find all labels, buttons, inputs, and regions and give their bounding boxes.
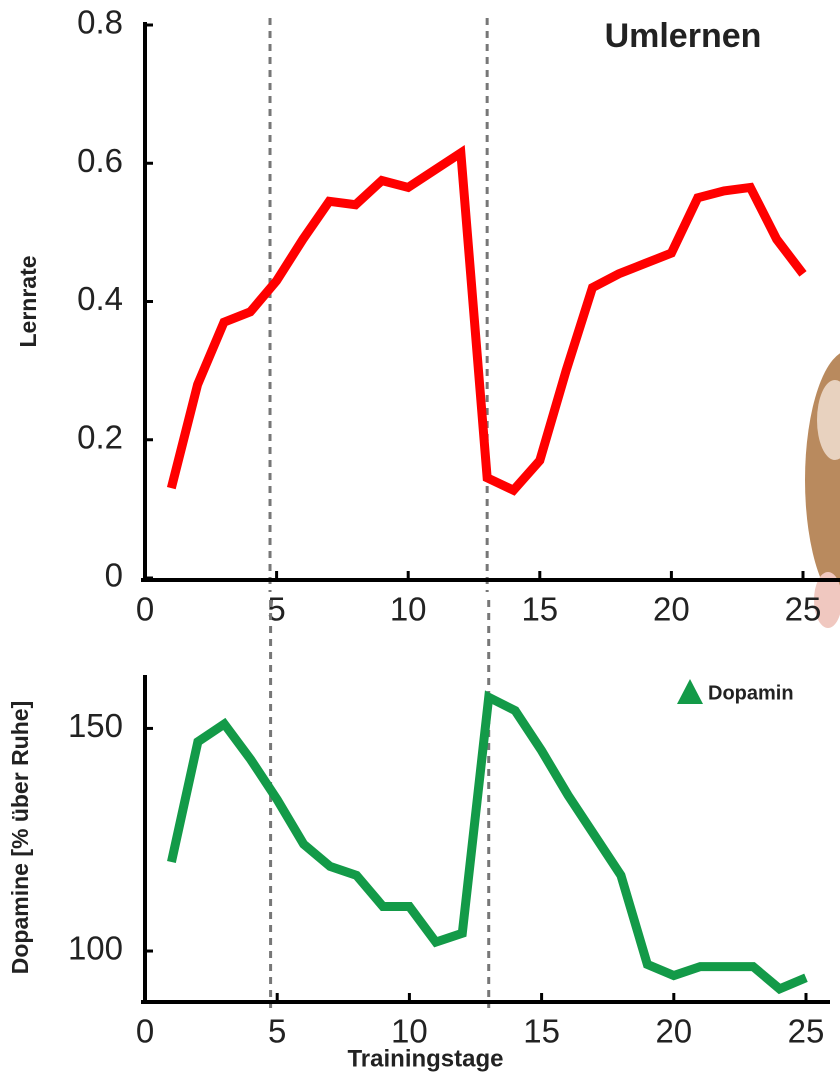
y-tick-label: 0.2 (77, 418, 123, 455)
x-tick-label: 25 (785, 591, 822, 628)
data-line (167, 690, 808, 995)
y-tick-label: 150 (68, 707, 123, 744)
x-tick-label: 5 (268, 1013, 286, 1050)
y-tick-label: 0.8 (77, 4, 123, 41)
legend-label: Dopamin (708, 682, 794, 704)
y-tick-label: 0 (105, 557, 123, 594)
chart-title: Umlernen (605, 17, 762, 55)
rat-photo (805, 353, 840, 628)
y-axis-label: Dopamine [% über Ruhe] (7, 701, 33, 974)
x-tick-label: 25 (788, 1013, 825, 1050)
x-tick-label: 15 (523, 1013, 560, 1050)
data-line (166, 144, 807, 496)
x-tick-label: 0 (136, 591, 154, 628)
x-tick-label: 15 (521, 591, 558, 628)
x-tick-label: 5 (267, 591, 285, 628)
x-tick-label: 20 (655, 1013, 692, 1050)
x-tick-label: 0 (136, 1013, 154, 1050)
x-axis-label: Trainingstage (347, 1045, 503, 1072)
x-tick-label: 20 (653, 591, 690, 628)
x-tick-label: 10 (390, 591, 427, 628)
y-tick-label: 0.4 (77, 280, 123, 317)
legend-marker (677, 679, 703, 704)
y-tick-label: 100 (68, 930, 123, 967)
x-tick-label: 10 (391, 1013, 428, 1050)
y-axis-label: Lernrate (15, 255, 41, 347)
y-tick-label: 0.6 (77, 142, 123, 179)
